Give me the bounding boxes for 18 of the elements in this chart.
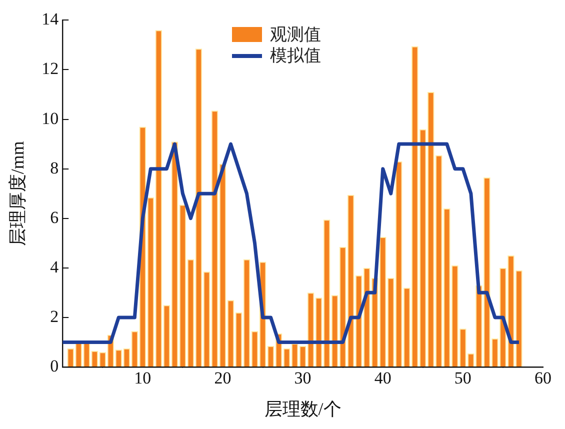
- y-tick-label: 4: [50, 257, 60, 276]
- y-axis-title: 层理厚度/mm: [8, 141, 28, 246]
- x-axis-title: 层理数/个: [264, 398, 342, 419]
- legend-label: 观测值: [270, 24, 321, 45]
- x-tick-label: 20: [214, 368, 232, 388]
- y-tick-label: 12: [42, 59, 59, 78]
- y-tick-label: 8: [50, 158, 59, 178]
- y-tick-label: 0: [50, 356, 59, 376]
- x-tick-label: 50: [454, 368, 472, 388]
- x-tick-label: 40: [374, 368, 392, 388]
- y-tick-label: 6: [50, 208, 59, 227]
- x-tick-label: 60: [534, 368, 552, 388]
- x-tick-label: 10: [134, 368, 152, 388]
- x-tick-label: 30: [294, 368, 312, 388]
- y-tick-label: 2: [50, 306, 59, 326]
- y-tick-label: 10: [42, 108, 59, 128]
- legend-label: 模拟值: [270, 45, 321, 66]
- y-tick-label: 14: [42, 10, 60, 29]
